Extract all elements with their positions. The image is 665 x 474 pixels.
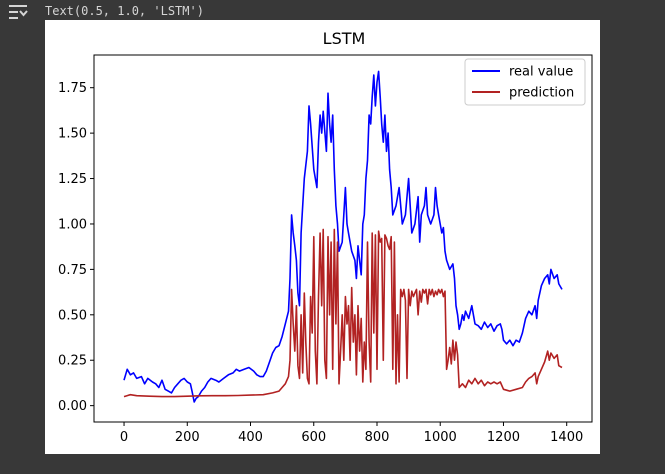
legend-label-0: real value — [509, 65, 573, 80]
y-tick-label: 0.00 — [58, 399, 87, 414]
series-line-0 — [123, 70, 563, 403]
output-options-icon[interactable] — [6, 3, 30, 21]
y-tick-label: 1.00 — [58, 217, 87, 232]
output-repr-text: Text(0.5, 1.0, 'LSTM') — [45, 4, 204, 18]
x-tick-label: 800 — [365, 430, 390, 445]
legend-label-1: prediction — [509, 86, 574, 101]
y-tick-label: 1.50 — [58, 127, 87, 142]
x-tick-label: 0 — [120, 430, 128, 445]
lstm-chart: LSTM 0 200 400 600 800 1000 1200 1400 0.000.250… — [58, 29, 593, 445]
y-tick-label: 1.75 — [58, 81, 87, 96]
y-tick-label: 1.25 — [58, 172, 87, 187]
y-axis: 0.00 0.25 0.50 0.75 1.00 1.25 1.50 1.75 — [58, 81, 94, 414]
series-line-1 — [123, 228, 563, 398]
y-tick-label: 0.75 — [58, 263, 87, 278]
plot-area — [123, 70, 563, 403]
x-tick-label: 1400 — [550, 430, 583, 445]
figure: LSTM 0 200 400 600 800 1000 1200 1400 0.00 0.25 0… — [45, 20, 600, 454]
x-axis: 0 200 400 600 800 1000 1200 1400 — [120, 422, 583, 445]
x-tick-label: 600 — [301, 430, 326, 445]
y-tick-label: 0.25 — [58, 354, 87, 369]
x-tick-label: 1000 — [424, 430, 457, 445]
x-tick-label: 400 — [238, 430, 263, 445]
x-tick-label: 1200 — [487, 430, 520, 445]
y-tick-label: 0.50 — [58, 308, 87, 323]
chart-title: LSTM — [323, 29, 366, 48]
x-tick-label: 200 — [175, 430, 200, 445]
legend: real value prediction — [464, 58, 586, 106]
axes-frame — [93, 54, 593, 423]
